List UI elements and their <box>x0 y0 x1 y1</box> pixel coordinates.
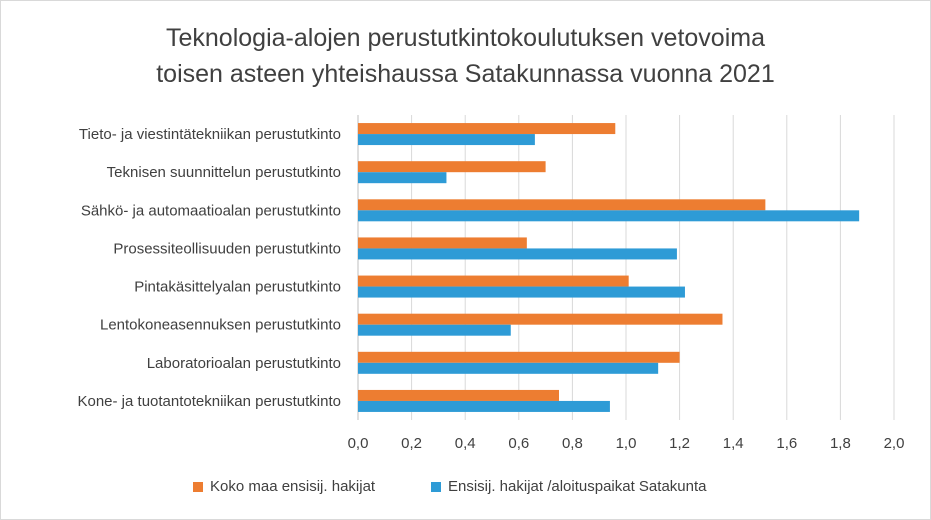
x-tick-label: 0,0 <box>348 435 369 452</box>
bar-koko-maa <box>358 237 527 249</box>
x-tick-label: 1,6 <box>776 435 797 452</box>
bar-satakunta <box>358 286 685 298</box>
legend-item-satakunta: Ensisij. hakijat /aloituspaikat Satakunt… <box>431 478 706 495</box>
x-tick-label: 0,4 <box>455 435 476 452</box>
chart-title-line-1: Teknologia-alojen perustutkintokoulutuks… <box>166 24 765 52</box>
x-tick-label: 0,2 <box>401 435 422 452</box>
bar-satakunta <box>358 172 447 184</box>
chart-title-line-2: toisen asteen yhteishaussa Satakunnassa … <box>156 60 775 88</box>
category-label: Laboratorioalan perustutkinto <box>147 355 341 372</box>
legend-swatch-koko-maa <box>193 481 203 492</box>
category-label: Lentokoneasennuksen perustutkinto <box>100 317 341 334</box>
bar-koko-maa <box>358 389 559 401</box>
chart-legend: Koko maa ensisij. hakijat Ensisij. hakij… <box>0 478 931 502</box>
bar-satakunta <box>358 210 860 222</box>
bar-satakunta <box>358 248 677 260</box>
x-tick-label: 1,8 <box>830 435 851 452</box>
category-label: Teknisen suunnittelun perustutkinto <box>107 164 341 181</box>
legend-label-koko-maa: Koko maa ensisij. hakijat <box>210 478 376 495</box>
bar-koko-maa <box>358 199 766 211</box>
bar-koko-maa <box>358 275 629 287</box>
chart-title: Teknologia-alojen perustutkintokoulutuks… <box>0 20 931 92</box>
legend-label-satakunta: Ensisij. hakijat /aloituspaikat Satakunt… <box>448 478 707 495</box>
x-tick-label: 1,2 <box>669 435 690 452</box>
x-tick-label: 1,0 <box>616 435 637 452</box>
bar-satakunta <box>358 324 511 336</box>
bar-koko-maa <box>358 123 616 135</box>
category-label: Kone- ja tuotantotekniikan perustutkinto <box>77 393 341 410</box>
x-tick-label: 0,6 <box>508 435 529 452</box>
bar-koko-maa <box>358 161 546 173</box>
bar-satakunta <box>358 134 535 146</box>
x-tick-label: 1,4 <box>723 435 744 452</box>
category-label: Pintakäsittelyalan perustutkinto <box>134 279 341 296</box>
legend-swatch-satakunta <box>431 481 441 492</box>
category-label: Sähkö- ja automaatioalan perustutkinto <box>81 202 341 219</box>
bar-satakunta <box>358 362 659 374</box>
x-tick-label: 2,0 <box>884 435 905 452</box>
category-label: Prosessiteollisuuden perustutkinto <box>113 240 341 257</box>
legend-item-koko-maa: Koko maa ensisij. hakijat <box>193 478 375 495</box>
x-tick-label: 0,8 <box>562 435 583 452</box>
bar-satakunta <box>358 400 610 412</box>
bar-koko-maa <box>358 351 680 363</box>
category-label: Tieto- ja viestintätekniikan perustutkin… <box>79 126 341 143</box>
bar-koko-maa <box>358 313 723 325</box>
